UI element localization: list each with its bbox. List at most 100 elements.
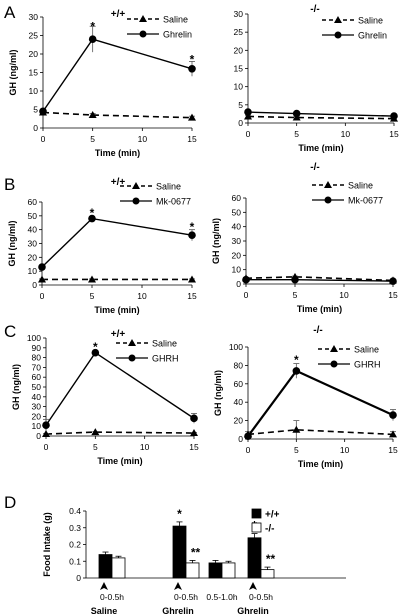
x-axis-label: Time (min) bbox=[298, 143, 343, 153]
legend-marker-circle bbox=[139, 30, 147, 38]
x-tick-label: 5 bbox=[93, 442, 98, 452]
chart-c-knockout: 0 20 40 60 80 100 0 5 10 15 Time (min) GH (ng/ml) -/… bbox=[213, 325, 398, 469]
series-line-saline bbox=[42, 111, 193, 119]
x-tick-label: 10 bbox=[138, 134, 148, 144]
category-label: 0-0.5h bbox=[100, 592, 124, 602]
y-axis-label: GH (ng/ml) bbox=[211, 218, 221, 264]
y-tick-label: 0 bbox=[236, 279, 241, 289]
chart-b-wildtype: 0 10 20 30 40 50 60 0 5 10 15 Time (min) GH (ng/ml) +… bbox=[7, 177, 197, 315]
data-point-circle bbox=[39, 107, 47, 116]
legend-swatch bbox=[251, 508, 262, 519]
panel-letter-d: D bbox=[4, 493, 16, 512]
legend-swatch bbox=[251, 522, 262, 533]
data-point-circle bbox=[389, 411, 397, 419]
bar-knockout bbox=[260, 569, 275, 579]
y-tick-label: 0.2 bbox=[69, 540, 81, 550]
y-tick-label: 20 bbox=[29, 49, 39, 59]
x-tick-label: 10 bbox=[341, 129, 351, 139]
data-point-triangle bbox=[188, 113, 196, 121]
y-tick-label: 30 bbox=[234, 9, 244, 19]
y-tick-label: 0 bbox=[76, 573, 81, 583]
data-point-circle bbox=[292, 367, 301, 375]
legend-marker-circle bbox=[330, 360, 338, 368]
legend-label: Saline bbox=[348, 181, 373, 191]
y-axis-label: GH (ng/ml) bbox=[7, 221, 17, 267]
data-point-circle bbox=[291, 275, 299, 284]
x-axis-label: Time (min) bbox=[97, 456, 142, 466]
legend-label: Ghrelin bbox=[163, 30, 192, 40]
genotype-label: -/- bbox=[313, 325, 322, 336]
y-tick-label: 20 bbox=[28, 252, 38, 262]
series-line-saline bbox=[247, 428, 394, 436]
y-tick-label: 40 bbox=[28, 225, 38, 235]
data-point-triangle bbox=[292, 425, 301, 433]
x-axis-label: Time (min) bbox=[94, 305, 139, 315]
x-tick-label: 0 bbox=[246, 445, 251, 455]
legend-label: +/+ bbox=[265, 510, 280, 521]
y-tick-label: 0.1 bbox=[69, 556, 81, 566]
treatment-arrow-icon bbox=[249, 582, 257, 590]
legend-marker-circle bbox=[132, 197, 140, 205]
genotype-label: +/+ bbox=[111, 329, 126, 340]
series-line-saline bbox=[45, 431, 195, 435]
x-axis-label: Time (min) bbox=[298, 459, 343, 469]
legend-label: -/- bbox=[265, 524, 274, 535]
y-tick-label: 30 bbox=[32, 402, 42, 412]
y-tick-label: 0 bbox=[36, 431, 41, 441]
data-point-circle bbox=[292, 109, 301, 118]
y-tick-label: 70 bbox=[32, 362, 42, 372]
panel-letter-c: C bbox=[4, 322, 16, 341]
legend-marker-triangle bbox=[324, 181, 332, 188]
data-point-circle bbox=[190, 414, 198, 423]
x-tick-label: 0 bbox=[244, 290, 249, 300]
y-tick-label: 30 bbox=[29, 12, 39, 22]
data-point-circle bbox=[390, 112, 398, 120]
x-tick-label: 0 bbox=[246, 129, 251, 139]
legend-label: Saline bbox=[152, 339, 177, 349]
y-tick-label: 10 bbox=[28, 266, 38, 276]
treatment-label: Ghrelin bbox=[162, 606, 194, 616]
data-point-triangle bbox=[88, 111, 97, 119]
treatment-label: Saline bbox=[91, 606, 118, 616]
treatment-arrow-icon bbox=[100, 582, 108, 590]
x-tick-label: 15 bbox=[388, 445, 398, 455]
series-line-ghrelin bbox=[247, 111, 395, 117]
data-point-circle bbox=[244, 108, 252, 116]
x-tick-label: 5 bbox=[294, 129, 299, 139]
category-label: 0.5-1.0h bbox=[206, 592, 237, 602]
y-tick-label: 5 bbox=[238, 100, 243, 110]
y-tick-label: 15 bbox=[29, 68, 39, 78]
y-tick-label: 80 bbox=[234, 360, 244, 370]
data-point-circle bbox=[88, 214, 96, 223]
y-tick-label: 100 bbox=[27, 333, 41, 343]
x-tick-label: 10 bbox=[140, 442, 150, 452]
y-tick-label: 15 bbox=[234, 64, 244, 74]
genotype-label: -/- bbox=[310, 162, 319, 173]
y-tick-label: 0 bbox=[238, 434, 243, 444]
y-tick-label: 0 bbox=[32, 280, 37, 290]
y-tick-label: 50 bbox=[232, 207, 242, 217]
data-point-triangle bbox=[190, 429, 198, 437]
chart-a-wildtype: 0 5 10 15 20 25 30 0 5 10 15 Time (min) GH (ng/ml) +/… bbox=[8, 9, 197, 158]
legend-marker-triangle bbox=[139, 15, 147, 22]
series-line-ghrelin bbox=[42, 38, 193, 112]
legend-label: Saline bbox=[156, 182, 181, 192]
data-point-circle bbox=[389, 277, 397, 285]
treatment-arrow-icon bbox=[174, 582, 182, 590]
legend-label: Saline bbox=[354, 345, 379, 355]
y-tick-label: 0.3 bbox=[69, 523, 81, 533]
y-tick-label: 25 bbox=[234, 27, 244, 37]
y-tick-label: 20 bbox=[234, 45, 244, 55]
data-point-circle bbox=[88, 35, 97, 43]
y-tick-label: 0 bbox=[33, 123, 38, 133]
series-line-ghrh bbox=[247, 369, 394, 437]
treatment-label: Ghrelin bbox=[237, 606, 269, 616]
y-tick-label: 20 bbox=[32, 411, 42, 421]
x-tick-label: 15 bbox=[189, 442, 199, 452]
significance-star: ** bbox=[266, 552, 276, 566]
x-axis-label: Time (min) bbox=[95, 148, 140, 158]
legend-marker-circle bbox=[334, 31, 342, 39]
y-axis-label: GH (ng/ml) bbox=[11, 364, 21, 410]
y-axis-label: GH (ng/ml) bbox=[213, 370, 223, 416]
